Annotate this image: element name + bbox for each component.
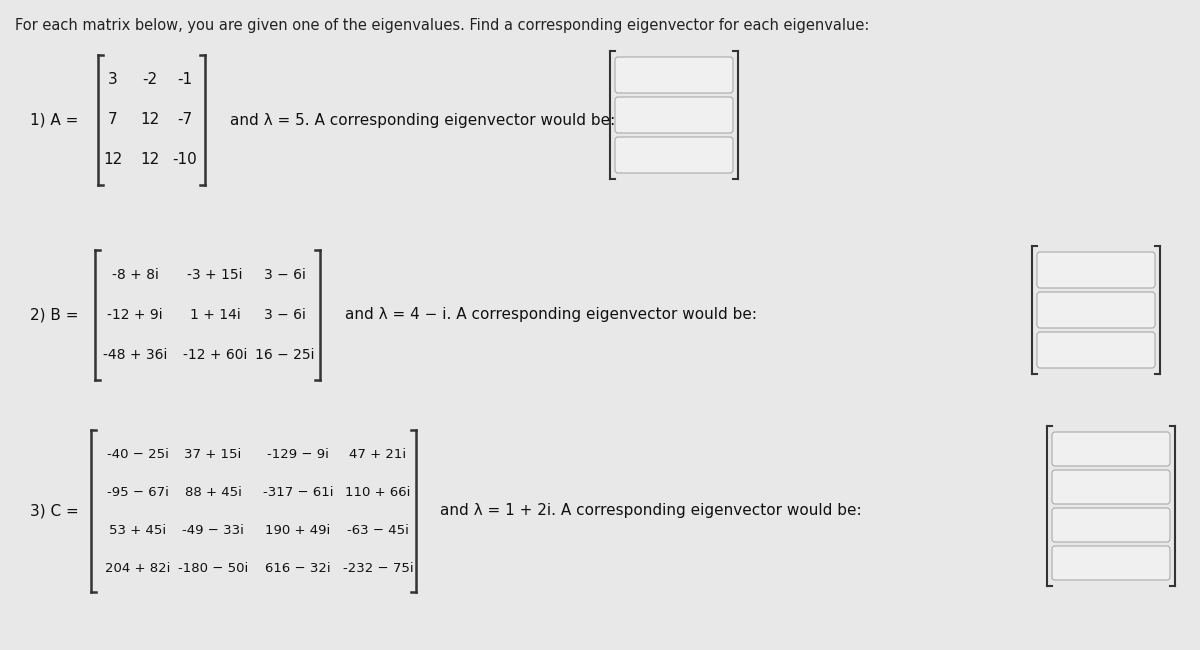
Text: 1 + 14i: 1 + 14i [190, 308, 240, 322]
Text: 204 + 82i: 204 + 82i [106, 562, 170, 575]
FancyBboxPatch shape [1037, 292, 1154, 328]
Text: -232 − 75i: -232 − 75i [343, 562, 413, 575]
Text: 37 + 15i: 37 + 15i [185, 447, 241, 460]
Text: -129 − 9i: -129 − 9i [268, 447, 329, 460]
Text: -12 + 60i: -12 + 60i [182, 348, 247, 362]
FancyBboxPatch shape [1037, 332, 1154, 368]
Text: For each matrix below, you are given one of the eigenvalues. Find a correspondin: For each matrix below, you are given one… [14, 18, 869, 33]
Text: 3 − 6i: 3 − 6i [264, 308, 306, 322]
Text: -95 − 67i: -95 − 67i [107, 486, 169, 499]
Text: -7: -7 [178, 112, 192, 127]
Text: and λ = 4 − i. A corresponding eigenvector would be:: and λ = 4 − i. A corresponding eigenvect… [346, 307, 757, 322]
Text: 53 + 45i: 53 + 45i [109, 523, 167, 536]
FancyBboxPatch shape [1037, 252, 1154, 288]
Text: -49 − 33i: -49 − 33i [182, 523, 244, 536]
Text: -40 − 25i: -40 − 25i [107, 447, 169, 460]
Text: -12 + 9i: -12 + 9i [107, 308, 163, 322]
FancyBboxPatch shape [1052, 546, 1170, 580]
FancyBboxPatch shape [616, 97, 733, 133]
Text: 3: 3 [108, 73, 118, 88]
Text: 12: 12 [103, 153, 122, 168]
Text: -3 + 15i: -3 + 15i [187, 268, 242, 282]
Text: 3 − 6i: 3 − 6i [264, 268, 306, 282]
Text: -180 − 50i: -180 − 50i [178, 562, 248, 575]
Text: 12: 12 [140, 112, 160, 127]
Text: 16 − 25i: 16 − 25i [256, 348, 314, 362]
Text: 47 + 21i: 47 + 21i [349, 447, 407, 460]
Text: 88 + 45i: 88 + 45i [185, 486, 241, 499]
Text: and λ = 1 + 2i. A corresponding eigenvector would be:: and λ = 1 + 2i. A corresponding eigenvec… [440, 504, 862, 519]
Text: -2: -2 [143, 73, 157, 88]
Text: -8 + 8i: -8 + 8i [112, 268, 158, 282]
FancyBboxPatch shape [616, 137, 733, 173]
Text: and λ = 5. A corresponding eigenvector would be:: and λ = 5. A corresponding eigenvector w… [230, 112, 616, 127]
Text: -1: -1 [178, 73, 192, 88]
Text: 3) C =: 3) C = [30, 504, 79, 519]
Text: 616 − 32i: 616 − 32i [265, 562, 331, 575]
Text: 1) A =: 1) A = [30, 112, 78, 127]
Text: -48 + 36i: -48 + 36i [103, 348, 167, 362]
Text: -10: -10 [173, 153, 197, 168]
Text: 2) B =: 2) B = [30, 307, 78, 322]
Text: -317 − 61i: -317 − 61i [263, 486, 334, 499]
Text: 190 + 49i: 190 + 49i [265, 523, 331, 536]
FancyBboxPatch shape [1052, 508, 1170, 542]
Text: 110 + 66i: 110 + 66i [346, 486, 410, 499]
FancyBboxPatch shape [1052, 432, 1170, 466]
Text: 12: 12 [140, 153, 160, 168]
Text: -63 − 45i: -63 − 45i [347, 523, 409, 536]
FancyBboxPatch shape [616, 57, 733, 93]
Text: 7: 7 [108, 112, 118, 127]
FancyBboxPatch shape [1052, 470, 1170, 504]
